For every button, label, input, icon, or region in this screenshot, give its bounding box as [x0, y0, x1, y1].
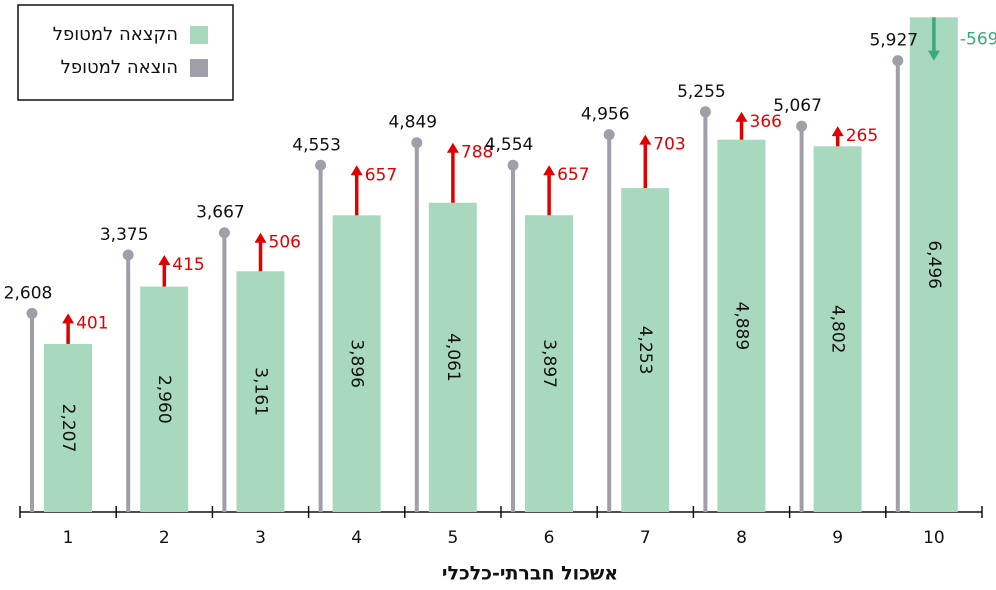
expenditure-dot — [26, 307, 38, 319]
legend-label: הוצאה למטופל — [61, 57, 178, 78]
expenditure-dot — [411, 137, 423, 149]
allocation-value-label: 3,897 — [539, 339, 559, 388]
expenditure-value-label: 3,375 — [100, 225, 149, 245]
x-tick-label: 6 — [544, 528, 555, 548]
allocation-bar — [717, 139, 766, 513]
allocation-bar — [140, 286, 189, 512]
expenditure-value-label: 3,667 — [196, 203, 245, 223]
allocation-value-label: 2,960 — [154, 375, 174, 424]
difference-arrowhead — [254, 232, 267, 243]
difference-label: 703 — [653, 135, 685, 155]
x-tick-label: 8 — [736, 528, 747, 548]
x-axis-title: אשכול חברתי-כלכלי — [442, 563, 618, 585]
expenditure-value-label: 5,255 — [677, 82, 726, 102]
allocation-bar — [428, 202, 477, 512]
expenditure-dot — [699, 106, 711, 118]
allocation-bar — [525, 215, 573, 512]
difference-label: 401 — [76, 313, 108, 333]
allocation-bar — [44, 343, 92, 512]
difference-arrowhead — [543, 165, 556, 176]
difference-arrowhead — [735, 111, 748, 122]
allocation-value-label: 3,161 — [250, 367, 270, 416]
allocation-bar — [332, 215, 381, 512]
expenditure-dot — [796, 120, 808, 132]
allocation-value-label: 4,061 — [443, 333, 463, 382]
legend-swatch — [190, 59, 208, 77]
difference-label: 366 — [750, 112, 782, 132]
allocation-value-label: 4,889 — [731, 302, 751, 351]
difference-arrowhead — [927, 50, 940, 61]
x-tick-label: 4 — [351, 528, 362, 548]
legend-box — [17, 4, 234, 101]
difference-label: 788 — [461, 143, 493, 163]
expenditure-value-label: 4,554 — [485, 135, 534, 155]
expenditure-dot — [122, 249, 134, 261]
difference-label: 415 — [172, 255, 204, 275]
difference-label: 657 — [365, 165, 397, 185]
difference-label: 506 — [269, 233, 301, 253]
x-tick-label: 9 — [832, 528, 843, 548]
expenditure-value-label: 2,608 — [4, 283, 53, 303]
allocation-bar — [909, 17, 958, 512]
difference-arrowhead — [831, 126, 844, 137]
x-tick-label: 2 — [159, 528, 170, 548]
expenditure-value-label: 5,067 — [773, 96, 822, 116]
difference-arrowhead — [62, 313, 75, 324]
x-tick-label: 3 — [255, 528, 266, 548]
expenditure-value-label: 5,927 — [869, 31, 918, 51]
expenditure-value-label: 4,956 — [581, 105, 630, 125]
allocation-value-label: 6,496 — [924, 240, 944, 289]
allocation-bar — [236, 271, 285, 512]
legend-label: הקצאה למטופל — [53, 24, 178, 45]
difference-label: 265 — [846, 126, 878, 146]
x-tick-label: 5 — [447, 528, 458, 548]
x-tick-label: 7 — [640, 528, 651, 548]
expenditure-dot — [315, 159, 327, 171]
legend-swatch — [190, 26, 208, 44]
difference-label: 657 — [557, 165, 589, 185]
difference-arrowhead — [350, 165, 363, 176]
x-tick-label: 10 — [923, 528, 945, 548]
allocation-value-label: 2,207 — [58, 404, 78, 453]
allocation-value-label: 3,896 — [347, 339, 367, 388]
difference-arrowhead — [639, 134, 652, 145]
difference-arrowhead — [446, 142, 459, 153]
expenditure-value-label: 4,849 — [388, 113, 437, 133]
difference-label: -569 — [960, 29, 996, 49]
allocation-value-label: 4,253 — [635, 326, 655, 375]
expenditure-value-label: 4,553 — [292, 135, 341, 155]
expenditure-dot — [507, 159, 519, 171]
expenditure-dot — [218, 227, 230, 239]
allocation-value-label: 4,802 — [828, 305, 848, 354]
allocation-bar — [813, 146, 862, 512]
expenditure-dot — [603, 129, 615, 141]
x-tick-label: 1 — [63, 528, 74, 548]
difference-arrowhead — [158, 254, 171, 265]
expenditure-dot — [892, 55, 904, 67]
allocation-bar — [621, 188, 670, 513]
